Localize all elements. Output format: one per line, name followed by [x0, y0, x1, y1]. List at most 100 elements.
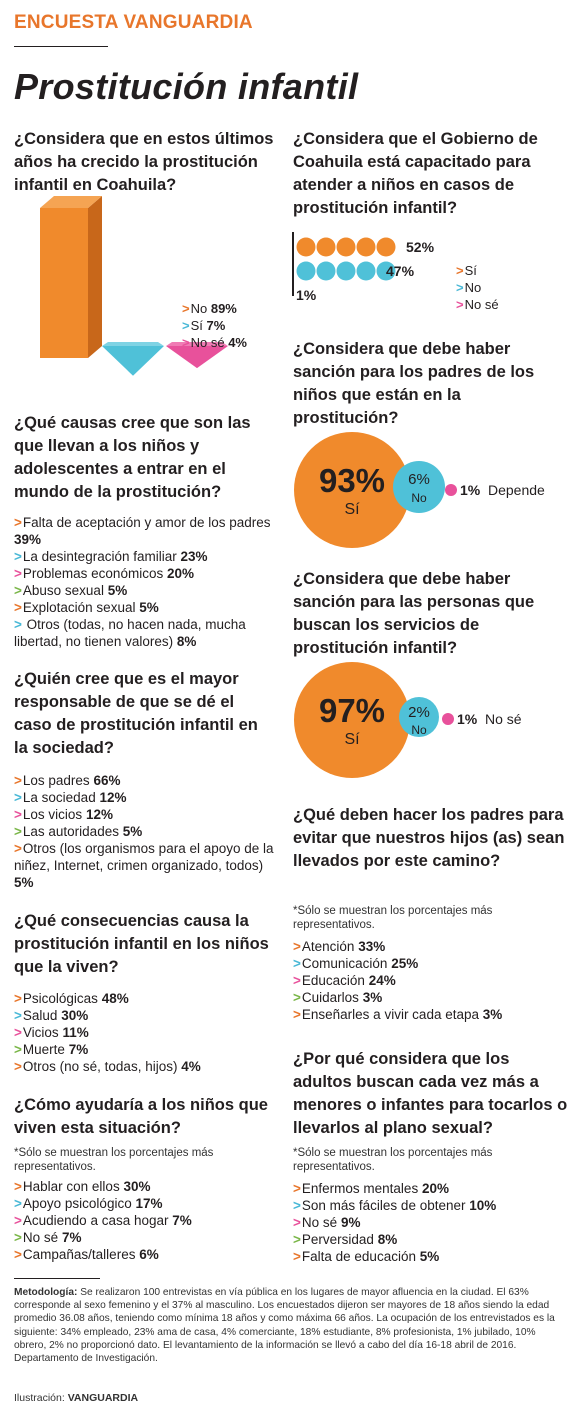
q6-item: >No	[456, 279, 499, 296]
q9-item: >Atención 33%	[293, 938, 568, 955]
q5-item-label: Acudiendo a casa hogar	[22, 1213, 169, 1228]
q10-item: >Son más fáciles de obtener 10%	[293, 1197, 568, 1214]
q10-item-value: 10%	[469, 1198, 497, 1213]
q1-bar-top	[40, 196, 102, 208]
q3-list: >Los padres 66% >La sociedad 12% >Los vici…	[14, 772, 276, 891]
arrow-icon: >	[293, 973, 301, 988]
q1-bar-top	[166, 342, 228, 346]
q7-question: ¿Considera que debe haber sanción para l…	[293, 340, 535, 427]
arrow-icon: >	[293, 1232, 301, 1247]
q10-question: ¿Por qué considera que los adultos busca…	[293, 1050, 568, 1137]
q8-small-label: No sé	[485, 711, 522, 727]
q6-value-no: 47%	[386, 263, 415, 279]
arrow-icon: >	[14, 617, 22, 632]
arrow-icon: >	[14, 549, 22, 564]
q9-item-value: 24%	[368, 973, 396, 988]
q1-bar	[102, 346, 164, 376]
q10-item-label: No sé	[301, 1215, 338, 1230]
q6-dot	[336, 237, 356, 257]
q3-item-label: Las autoridades	[22, 824, 119, 839]
q2-item-value: 23%	[180, 549, 208, 564]
q1-item-value: 7%	[206, 318, 226, 333]
q1-bar-front	[40, 208, 88, 358]
q5-item-value: 7%	[172, 1213, 192, 1228]
q9-item-label: Cuidarlos	[301, 990, 359, 1005]
credit-value: VANGUARDIA	[67, 1392, 139, 1404]
q4-item-label: Vicios	[22, 1025, 59, 1040]
q2-item-value: 20%	[166, 566, 195, 581]
q9-list: >Atención 33% >Comunicación 25% >Educación…	[293, 938, 568, 1023]
q1-item-label: Sí	[190, 318, 203, 333]
q9-question: ¿Qué deben hacer los padres para evitar …	[293, 806, 565, 870]
q7-big-label: Sí	[344, 501, 360, 518]
q3-item-label: Los vicios	[22, 807, 83, 822]
q1-bar	[166, 346, 228, 369]
q4-item-value: 11%	[62, 1025, 89, 1040]
q8-big-label: Sí	[344, 731, 360, 748]
q1-item-label: No sé	[190, 335, 225, 350]
arrow-icon: >	[293, 956, 301, 971]
arrow-icon: >	[14, 566, 22, 581]
arrow-icon: >	[14, 1025, 22, 1040]
q9-item-value: 33%	[358, 939, 386, 954]
q4-item: >Vicios 11%	[14, 1024, 276, 1041]
q7-mid-label: No	[411, 491, 427, 505]
q2-item-value: 8%	[176, 634, 197, 649]
q2-item: >Falta de aceptación y amor de los padre…	[14, 514, 276, 548]
q9-item-label: Educación	[301, 973, 365, 988]
q9-item-value: 3%	[482, 1007, 503, 1022]
credit-label: Ilustración:	[14, 1392, 65, 1404]
q5-item: >No sé 7%	[14, 1229, 276, 1246]
arrow-icon: >	[293, 1181, 301, 1196]
arrow-icon: >	[14, 790, 22, 805]
credit: Ilustración: VANGUARDIA	[14, 1392, 138, 1404]
kicker: ENCUESTA VANGUARDIA	[14, 12, 253, 33]
arrow-icon: >	[293, 1007, 301, 1022]
q8-big-value: 97%	[319, 692, 385, 729]
q6-dot	[296, 261, 316, 281]
q9-note: *Sólo se muestran los porcentajes más re…	[293, 905, 493, 931]
q3-item-label: Los padres	[22, 773, 90, 788]
q2-list: > Falta de aceptación y amor de los padre…	[14, 514, 276, 650]
q6-chart: 52% 47% 1%	[292, 232, 435, 303]
q2-item-value: 5%	[139, 600, 159, 615]
q6-question: ¿Considera que el Gobierno de Coahuila e…	[293, 130, 538, 217]
q7-mid-value: 6%	[408, 471, 430, 488]
q1-item-value: 4%	[228, 335, 247, 350]
q5-item-value: 6%	[139, 1247, 159, 1262]
q4-item-label: Otros (no sé, todas, hijos)	[22, 1059, 178, 1074]
arrow-icon: >	[293, 1198, 301, 1213]
q1-item: >No sé 4%	[182, 334, 247, 351]
q1-question: ¿Considera que en estos últimos años ha …	[14, 130, 274, 194]
arrow-icon: >	[14, 841, 22, 856]
methodology-rule	[14, 1278, 100, 1279]
q1-chart	[40, 196, 228, 376]
q1-legend: >No 89% >Sí 7% >No sé 4%	[182, 300, 247, 351]
q9-item: >Enseñarles a vivir cada etapa 3%	[293, 1006, 568, 1023]
q2-item: > Otros (todas, no hacen nada, mucha lib…	[14, 616, 276, 650]
q8-circle-no	[399, 697, 439, 737]
q3-item-value: 12%	[99, 790, 127, 805]
arrow-icon: >	[456, 280, 464, 295]
arrow-icon: >	[293, 939, 301, 954]
arrow-icon: >	[14, 991, 22, 1006]
arrow-icon: >	[14, 773, 22, 788]
q4-item-label: Psicológicas	[22, 991, 98, 1006]
q2-item-label: Falta de aceptación y amor de los padres	[22, 515, 271, 530]
q9-item-value: 3%	[362, 990, 383, 1005]
q6-dot	[316, 237, 336, 257]
arrow-icon: >	[14, 1008, 22, 1023]
arrow-icon: >	[14, 583, 22, 598]
q1-item: >Sí 7%	[182, 317, 247, 334]
q10-item-label: Perversidad	[301, 1232, 374, 1247]
q8-mid-value: 2%	[408, 704, 430, 721]
q8-circle-small	[442, 713, 454, 725]
q1-bar-top	[102, 342, 164, 346]
q2-item: >Abuso sexual 5%	[14, 582, 276, 599]
q1-item-value: 89%	[210, 301, 237, 316]
arrow-icon: >	[182, 335, 190, 350]
arrow-icon: >	[456, 263, 464, 278]
q6-dot	[356, 237, 376, 257]
q6-value-nose: 1%	[296, 287, 317, 303]
q6-dot	[356, 261, 376, 281]
